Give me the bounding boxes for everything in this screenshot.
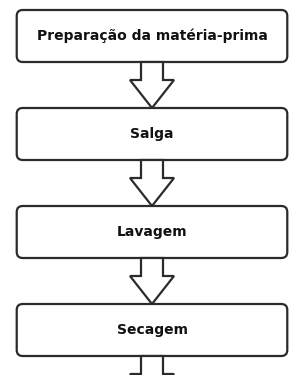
FancyBboxPatch shape: [17, 108, 287, 160]
Polygon shape: [130, 62, 174, 108]
FancyBboxPatch shape: [17, 304, 287, 356]
FancyBboxPatch shape: [17, 206, 287, 258]
Polygon shape: [130, 258, 174, 304]
Polygon shape: [130, 356, 174, 375]
Text: Secagem: Secagem: [116, 323, 188, 337]
Text: Preparação da matéria-prima: Preparação da matéria-prima: [36, 29, 268, 43]
FancyBboxPatch shape: [17, 10, 287, 62]
Text: Salga: Salga: [130, 127, 174, 141]
Polygon shape: [130, 160, 174, 206]
Text: Lavagem: Lavagem: [117, 225, 187, 239]
